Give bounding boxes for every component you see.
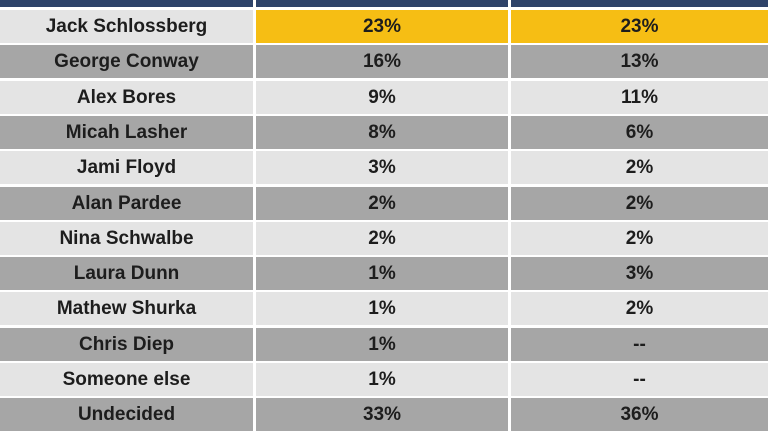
column-header-name	[0, 0, 253, 7]
poll-value-cell-1: 1%	[256, 363, 508, 396]
candidate-name-cell: George Conway	[0, 45, 253, 78]
candidate-name-cell: Mathew Shurka	[0, 292, 253, 325]
table-row: Alan Pardee 2% 2%	[0, 187, 768, 220]
table-row: George Conway 16% 13%	[0, 45, 768, 78]
poll-value-cell-1: 2%	[256, 222, 508, 255]
candidate-name-cell: Jami Floyd	[0, 151, 253, 184]
candidate-name-cell: Someone else	[0, 363, 253, 396]
candidate-name-cell: Undecided	[0, 398, 253, 431]
poll-value-cell-2: 6%	[511, 116, 768, 149]
column-header-1	[256, 0, 508, 7]
candidate-name-cell: Micah Lasher	[0, 116, 253, 149]
poll-value-cell-2: 2%	[511, 292, 768, 325]
candidate-name-cell: Nina Schwalbe	[0, 222, 253, 255]
poll-value-cell-2: 2%	[511, 187, 768, 220]
poll-value-cell-1: 33%	[256, 398, 508, 431]
table-row: Someone else 1% --	[0, 363, 768, 396]
poll-value-cell-1: 1%	[256, 328, 508, 361]
candidate-name-cell: Alan Pardee	[0, 187, 253, 220]
candidate-name-cell: Chris Diep	[0, 328, 253, 361]
column-header-2	[511, 0, 768, 7]
poll-value-cell-1: 23%	[256, 10, 508, 43]
table-row: Mathew Shurka 1% 2%	[0, 292, 768, 325]
poll-value-cell-2: 2%	[511, 222, 768, 255]
poll-value-cell-2: 3%	[511, 257, 768, 290]
table-row: Alex Bores 9% 11%	[0, 81, 768, 114]
table-row: Jami Floyd 3% 2%	[0, 151, 768, 184]
candidate-name-cell: Laura Dunn	[0, 257, 253, 290]
poll-value-cell-2: --	[511, 328, 768, 361]
poll-value-cell-1: 8%	[256, 116, 508, 149]
poll-value-cell-2: 23%	[511, 10, 768, 43]
candidate-name-cell: Jack Schlossberg	[0, 10, 253, 43]
table-row: Micah Lasher 8% 6%	[0, 116, 768, 149]
table-row: Jack Schlossberg 23% 23%	[0, 10, 768, 43]
table-row: Undecided 33% 36%	[0, 398, 768, 431]
poll-value-cell-2: 36%	[511, 398, 768, 431]
table-row: Nina Schwalbe 2% 2%	[0, 222, 768, 255]
poll-value-cell-2: --	[511, 363, 768, 396]
poll-value-cell-2: 11%	[511, 81, 768, 114]
poll-value-cell-1: 1%	[256, 257, 508, 290]
candidate-name-cell: Alex Bores	[0, 81, 253, 114]
poll-value-cell-1: 3%	[256, 151, 508, 184]
poll-value-cell-1: 9%	[256, 81, 508, 114]
poll-value-cell-1: 1%	[256, 292, 508, 325]
poll-value-cell-2: 13%	[511, 45, 768, 78]
poll-value-cell-2: 2%	[511, 151, 768, 184]
table-row: Chris Diep 1% --	[0, 328, 768, 361]
table-row: Laura Dunn 1% 3%	[0, 257, 768, 290]
poll-value-cell-1: 16%	[256, 45, 508, 78]
poll-value-cell-1: 2%	[256, 187, 508, 220]
